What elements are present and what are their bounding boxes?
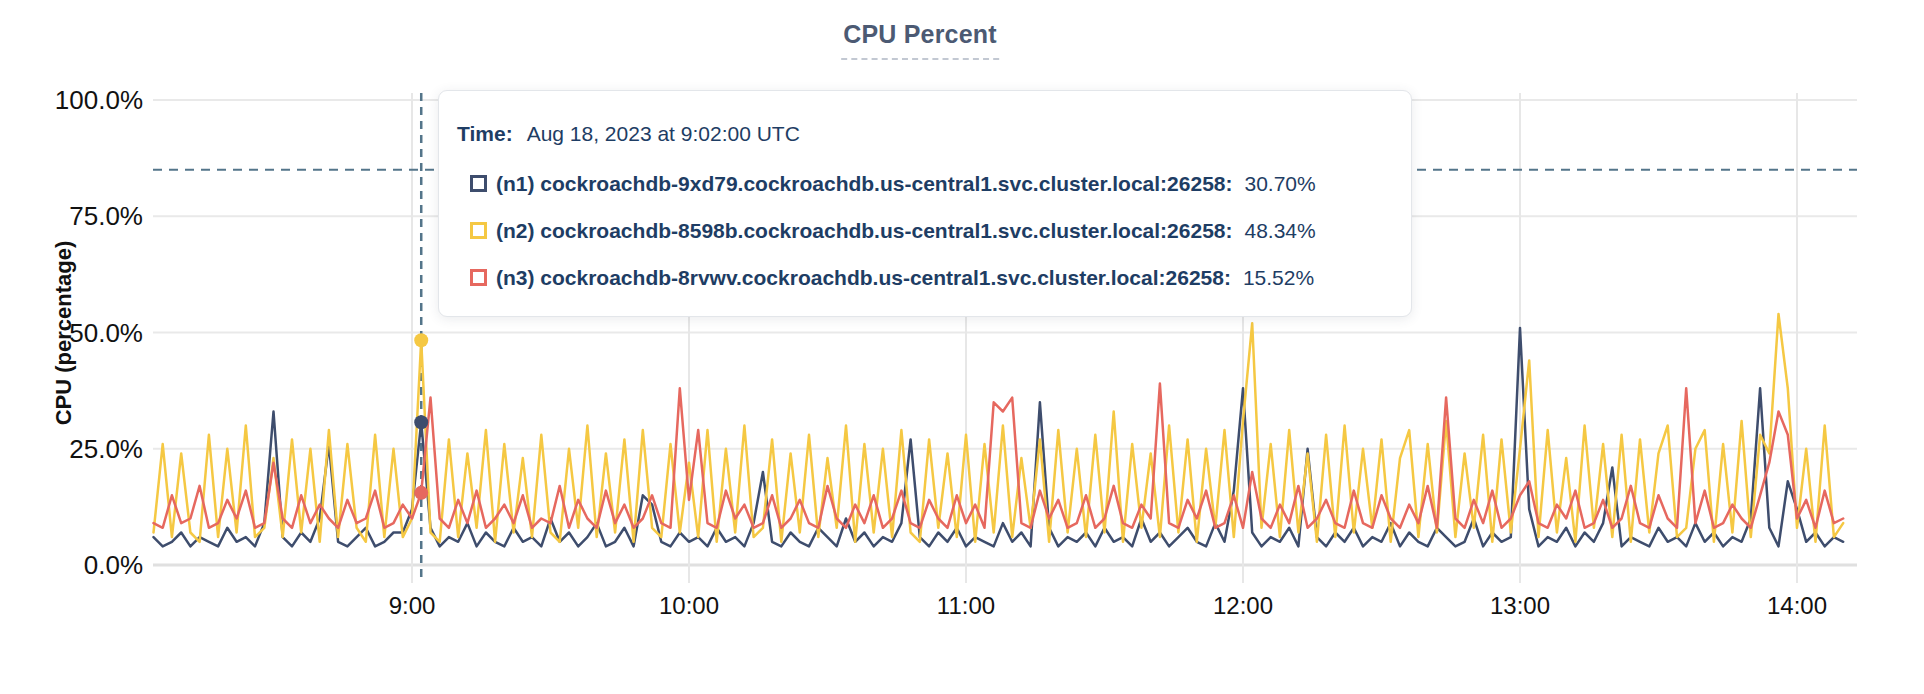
- series-label: (n1) cockroachdb-9xd79.cockroachdb.us-ce…: [496, 172, 1232, 196]
- cpu-percent-chart: CPU Percent CPU (percentage) 100.0% 75.0…: [0, 0, 1924, 694]
- series-swatch-icon: [470, 175, 487, 192]
- tooltip-series-row: (n2) cockroachdb-8598b.cockroachdb.us-ce…: [470, 207, 1411, 254]
- series-value: 15.52%: [1243, 266, 1314, 290]
- series-swatch-icon: [470, 222, 487, 239]
- tooltip-time-label: Time:: [457, 122, 513, 145]
- series-label: (n2) cockroachdb-8598b.cockroachdb.us-ce…: [496, 219, 1232, 243]
- tooltip-series-row: (n1) cockroachdb-9xd79.cockroachdb.us-ce…: [470, 160, 1411, 207]
- series-label: (n3) cockroachdb-8rvwv.cockroachdb.us-ce…: [496, 266, 1231, 290]
- series-value: 30.70%: [1244, 172, 1315, 196]
- tooltip-series-row: (n3) cockroachdb-8rvwv.cockroachdb.us-ce…: [470, 254, 1411, 301]
- hover-tooltip: Time: Aug 18, 2023 at 9:02:00 UTC (n1) co…: [438, 90, 1412, 317]
- tooltip-time-row: Time: Aug 18, 2023 at 9:02:00 UTC: [457, 121, 1411, 147]
- series-swatch-icon: [470, 269, 487, 286]
- series-value: 48.34%: [1244, 219, 1315, 243]
- tooltip-time-value: Aug 18, 2023 at 9:02:00 UTC: [527, 122, 800, 145]
